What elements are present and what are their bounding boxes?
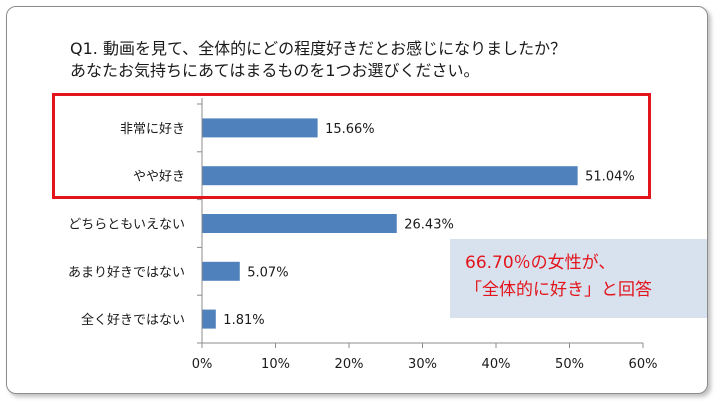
category-label: やや好き (133, 170, 185, 185)
x-tick-label: 20% (335, 357, 364, 372)
value-label: 1.81% (223, 313, 264, 328)
chart-frame (6, 6, 708, 394)
bar (202, 261, 240, 281)
x-tick-label: 50% (555, 357, 584, 372)
title-line-1: Q1. 動画を見て、全体的にどの程度好きだとお感じになりましたか？ (70, 39, 567, 58)
value-label: 15.66% (325, 122, 375, 137)
category-label: 非常に好き (120, 122, 185, 137)
value-label: 5.07% (247, 265, 288, 280)
value-label: 51.04% (585, 170, 635, 185)
bar (202, 166, 578, 186)
callout-box: 66.70％の女性が、 「全体的に好き」と回答 (450, 239, 707, 318)
x-tick-label: 0% (192, 357, 213, 372)
highlight-box (52, 93, 651, 199)
category-label: 全く好きではない (81, 312, 185, 328)
x-tick-label: 10% (261, 357, 290, 372)
bar (202, 118, 318, 138)
category-label: あまり好きではない (68, 265, 185, 280)
category-label: どちらともいえない (68, 218, 185, 233)
x-tick-label: 40% (482, 357, 511, 372)
value-label: 26.43% (404, 218, 454, 233)
bar (202, 214, 397, 233)
title-line-2: あなたお気持ちにあてはまるものを1つお選びください。 (70, 61, 480, 80)
x-tick-label: 60% (629, 357, 658, 372)
chart-title: Q1. 動画を見て、全体的にどの程度好きだとお感じになりましたか？ あなたお気持… (70, 38, 566, 82)
callout-line-1: 66.70％の女性が、 (465, 253, 616, 273)
x-tick-label: 30% (408, 357, 437, 372)
callout-line-2: 「全体的に好き」と回答 (465, 280, 652, 300)
bar (202, 309, 216, 329)
